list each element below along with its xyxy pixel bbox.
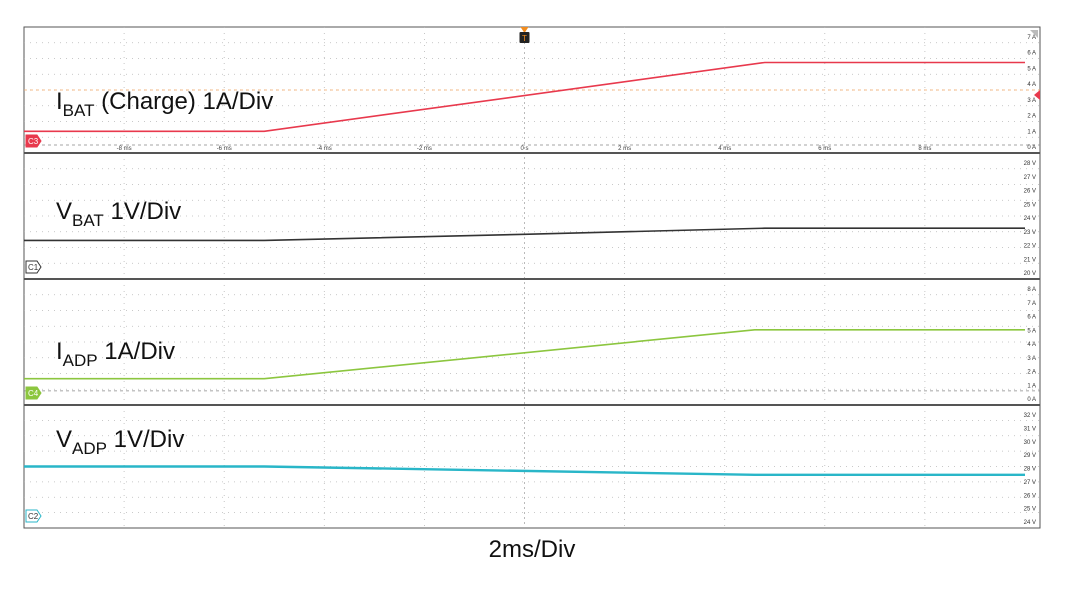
panel-dividers: [24, 152, 1040, 406]
y-tick-label: 1 A: [1027, 383, 1036, 389]
tick-labels: 7 A 6 A 5 A 4 A 3 A 2 A 1 A 0 A 28 V 27 V 26 V 25 V…: [117, 35, 1036, 526]
trigger-label: T: [522, 34, 527, 43]
y-tick-label: 22 V: [1024, 244, 1036, 250]
label-main: V: [56, 198, 72, 225]
y-tick-label: 24 V: [1024, 216, 1036, 222]
time-tick-label: 8 ms: [918, 146, 931, 152]
panel-label-iadp: IADP 1A/Div: [56, 338, 175, 370]
y-tick-label: 30 V: [1024, 440, 1036, 446]
y-tick-label: 24 V: [1024, 520, 1036, 526]
y-tick-label: 0 A: [1027, 397, 1036, 403]
trace-ibat: [24, 61, 1025, 133]
channel-badge-label: C4: [28, 389, 39, 398]
trigger-box: [519, 32, 530, 43]
y-tick-label: 29 V: [1024, 453, 1036, 459]
time-tick-label: -8 ms: [117, 146, 132, 152]
y-tick-label: 31 V: [1024, 426, 1036, 432]
y-tick-label: 32 V: [1024, 413, 1036, 419]
channel-badge-label: C3: [28, 137, 39, 146]
panel-label-ibat: IBAT (Charge) 1A/Div: [56, 88, 273, 120]
y-tick-label: 0 A: [1027, 145, 1036, 151]
channel-badge-label: C2: [28, 512, 39, 521]
time-tick-label: 4 ms: [718, 146, 731, 152]
channel-badge-shape: [25, 260, 42, 274]
trace-vadp: [24, 465, 1025, 476]
trace-vbat: [24, 227, 1025, 242]
y-tick-label: 5 A: [1027, 66, 1036, 72]
y-tick-label: 4 A: [1027, 82, 1036, 88]
y-tick-label: 3 A: [1027, 98, 1036, 104]
y-tick-label: 26 V: [1024, 189, 1036, 195]
time-tick-label: 2 ms: [618, 146, 631, 152]
y-tick-label: 8 A: [1027, 287, 1036, 293]
label-main: I: [56, 88, 63, 115]
y-tick-label: 7 A: [1027, 301, 1036, 307]
y-tick-label: 21 V: [1024, 257, 1036, 263]
traces: [24, 61, 1025, 476]
label-rest: (Charge) 1A/Div: [94, 88, 273, 115]
y-tick-label: 2 A: [1027, 114, 1036, 120]
y-tick-label: 26 V: [1024, 493, 1036, 499]
level-marker-icon: [1034, 90, 1040, 100]
y-tick-label: 28 V: [1024, 467, 1036, 473]
y-tick-label: 28 V: [1024, 161, 1036, 167]
channel-badge-iadp: C4: [25, 386, 42, 400]
y-tick-label: 6 A: [1027, 315, 1036, 321]
channel-badge-label: C1: [28, 263, 39, 272]
corner-marker-icon: [1030, 30, 1038, 38]
y-tick-label: 6 A: [1027, 51, 1036, 57]
x-axis-label: 2ms/Div: [489, 536, 576, 563]
time-tick-label: -6 ms: [217, 146, 232, 152]
channel-badge-shape: [25, 386, 42, 400]
label-subscript: ADP: [72, 439, 107, 458]
label-subscript: BAT: [63, 101, 95, 120]
y-tick-label: 1 A: [1027, 129, 1036, 135]
panel-label-vadp: VADP 1V/Div: [56, 426, 184, 458]
y-tick-label: 23 V: [1024, 230, 1036, 236]
channel-badge-ibat: C3: [25, 134, 42, 148]
y-tick-label: 5 A: [1027, 328, 1036, 334]
y-tick-label: 25 V: [1024, 202, 1036, 208]
channel-badge-vbat: C1: [25, 260, 42, 274]
label-subscript: ADP: [63, 351, 98, 370]
y-tick-label: 3 A: [1027, 356, 1036, 362]
y-tick-label: 2 A: [1027, 370, 1036, 376]
trigger-marker: T: [519, 27, 1040, 100]
panel-label-vbat: VBAT 1V/Div: [56, 198, 181, 230]
plot-frame: [23, 26, 1041, 529]
label-main: V: [56, 426, 72, 453]
time-tick-label: 6 ms: [818, 146, 831, 152]
channel-badge-shape: [25, 509, 42, 523]
channel-badge-vadp: C2: [25, 509, 42, 523]
y-tick-label: 27 V: [1024, 175, 1036, 181]
time-tick-label: -4 ms: [317, 146, 332, 152]
y-tick-label: 25 V: [1024, 507, 1036, 513]
label-rest: 1V/Div: [107, 426, 184, 453]
y-tick-label: 27 V: [1024, 480, 1036, 486]
y-tick-label: 20 V: [1024, 271, 1036, 277]
time-tick-label: 0 s: [520, 146, 528, 152]
label-main: I: [56, 338, 63, 365]
time-tick-label: -2 ms: [417, 146, 432, 152]
grid: [24, 27, 1040, 528]
trace-iadp: [24, 329, 1025, 380]
trigger-arrow-icon: [520, 27, 529, 33]
label-rest: 1V/Div: [104, 198, 181, 225]
y-tick-label: 4 A: [1027, 342, 1036, 348]
channel-badge-shape: [25, 134, 42, 148]
label-rest: 1A/Div: [98, 338, 175, 365]
label-subscript: BAT: [72, 211, 104, 230]
y-tick-label: 7 A: [1027, 35, 1036, 41]
